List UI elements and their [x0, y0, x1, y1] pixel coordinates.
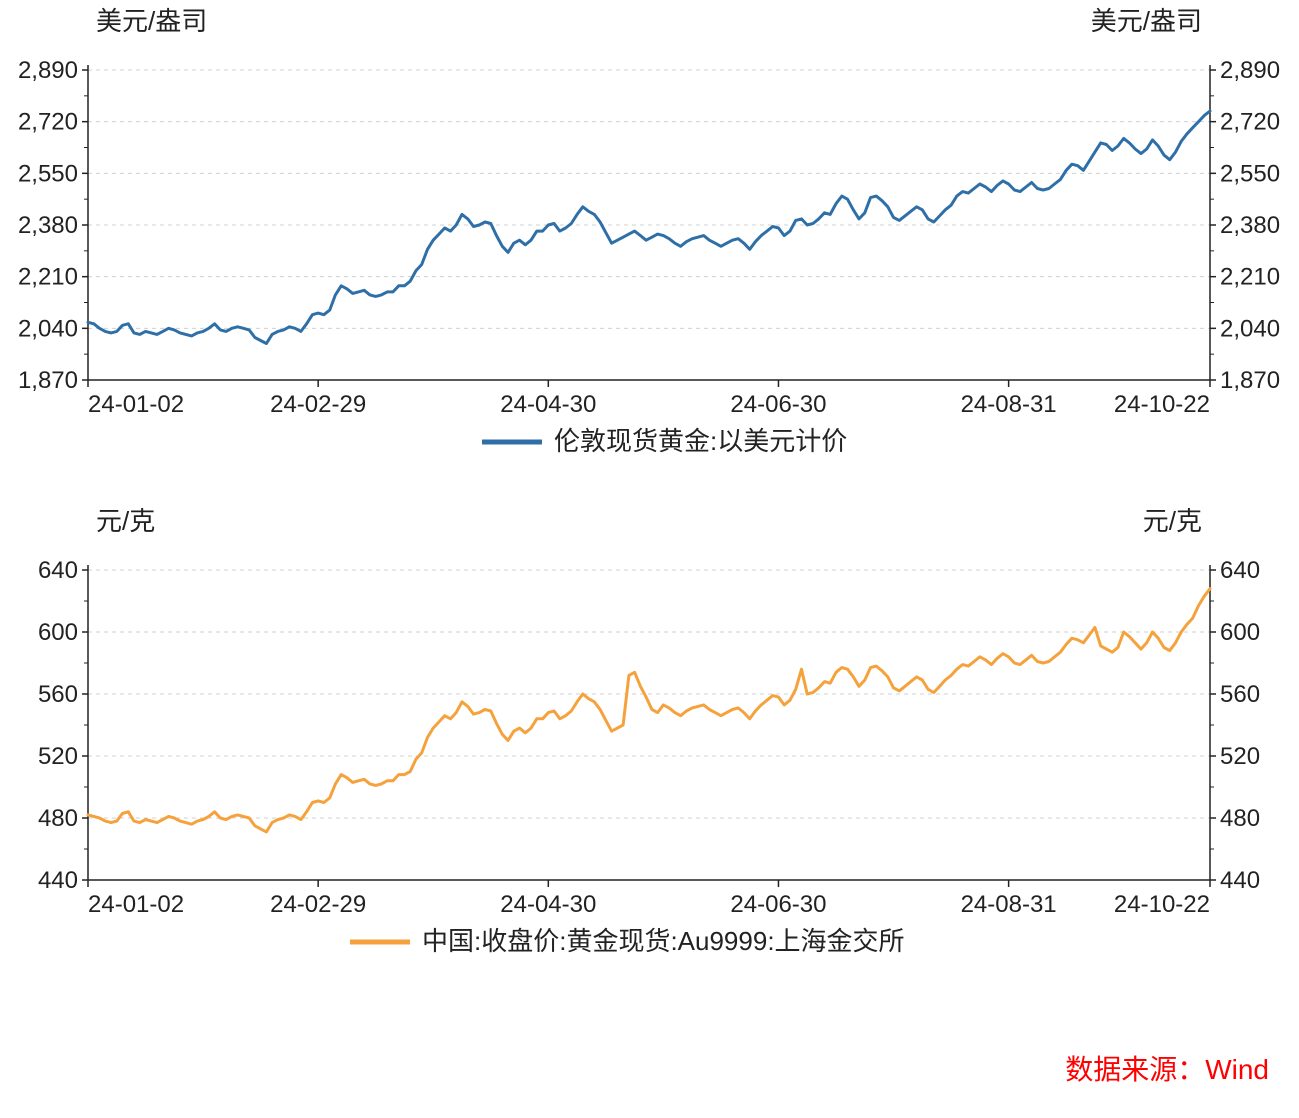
x-tick-label: 24-10-22: [1114, 391, 1210, 418]
data-line: [88, 111, 1210, 344]
chart-shanghai-gold: 440 440 480 480 520 520 560 560 600 600 640 640 24-0…: [0, 500, 1299, 980]
data-line: [88, 589, 1210, 832]
y-tick-right: 440: [1220, 867, 1260, 894]
y-tick-right: 520: [1220, 743, 1260, 770]
x-tick-label: 24-04-30: [500, 391, 596, 418]
y-tick-right: 2,890: [1220, 57, 1280, 84]
legend-label: 伦敦现货黄金:以美元计价: [554, 426, 847, 456]
legend-label: 中国:收盘价:黄金现货:Au9999:上海金交所: [422, 926, 905, 956]
x-tick-label: 24-06-30: [730, 891, 826, 918]
y-axis-unit-left: 美元/盎司: [96, 6, 207, 36]
x-tick-label: 24-01-02: [88, 891, 184, 918]
y-tick-right: 600: [1220, 619, 1260, 646]
y-tick-left: 2,720: [18, 109, 78, 136]
y-tick-left: 2,040: [18, 315, 78, 342]
x-tick-label: 24-08-31: [961, 891, 1057, 918]
x-tick-label: 24-02-29: [270, 891, 366, 918]
chart-svg-bottom: 440 440 480 480 520 520 560 560 600 600 640 640 24-0…: [0, 500, 1299, 980]
y-tick-left: 2,550: [18, 160, 78, 187]
x-tick-label: 24-08-31: [961, 391, 1057, 418]
y-tick-left: 520: [38, 743, 78, 770]
y-tick-right: 2,040: [1220, 315, 1280, 342]
y-tick-right: 480: [1220, 805, 1260, 832]
y-tick-right: 2,720: [1220, 109, 1280, 136]
data-source-label: 数据来源：Wind: [1065, 1048, 1269, 1088]
y-tick-right: 2,380: [1220, 212, 1280, 239]
y-tick-right: 2,210: [1220, 264, 1280, 291]
y-tick-left: 2,890: [18, 57, 78, 84]
y-tick-left: 1,870: [18, 367, 78, 394]
y-tick-right: 560: [1220, 681, 1260, 708]
x-tick-label: 24-06-30: [730, 391, 826, 418]
y-tick-left: 600: [38, 619, 78, 646]
y-tick-right: 640: [1220, 557, 1260, 584]
x-tick-label: 24-02-29: [270, 391, 366, 418]
y-tick-left: 640: [38, 557, 78, 584]
y-axis-unit-right: 美元/盎司: [1091, 6, 1202, 36]
y-tick-left: 2,210: [18, 264, 78, 291]
y-axis-unit-left: 元/克: [96, 506, 155, 536]
y-axis-unit-right: 元/克: [1143, 506, 1202, 536]
x-tick-label: 24-10-22: [1114, 891, 1210, 918]
y-tick-left: 2,380: [18, 212, 78, 239]
y-tick-left: 440: [38, 867, 78, 894]
y-tick-left: 480: [38, 805, 78, 832]
y-tick-left: 560: [38, 681, 78, 708]
x-tick-label: 24-01-02: [88, 391, 184, 418]
x-tick-label: 24-04-30: [500, 891, 596, 918]
y-tick-right: 2,550: [1220, 160, 1280, 187]
chart-svg-top: 1,870 1,870 2,040 2,040 2,210 2,210 2,380 2,380…: [0, 0, 1299, 480]
chart-london-gold: 1,870 1,870 2,040 2,040 2,210 2,210 2,380 2,380…: [0, 0, 1299, 480]
y-tick-right: 1,870: [1220, 367, 1280, 394]
page: 1,870 1,870 2,040 2,040 2,210 2,210 2,380 2,380…: [0, 0, 1299, 1118]
